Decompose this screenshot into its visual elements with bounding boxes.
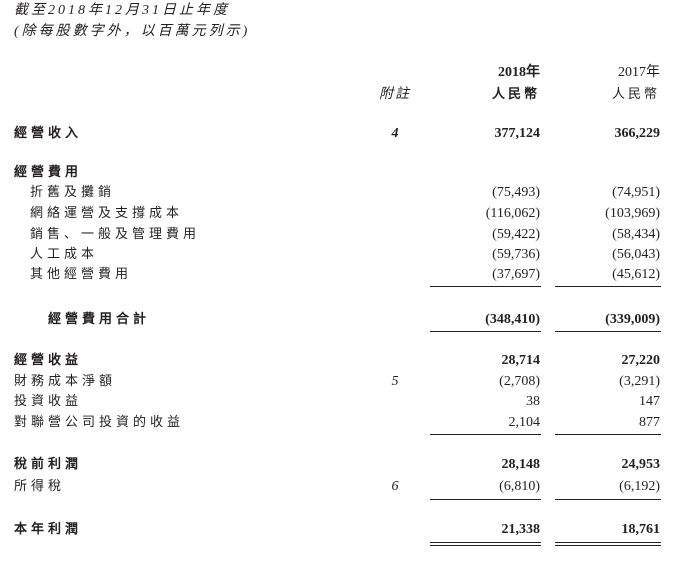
row-label: 銷售、一般及管理費用 [30,227,201,242]
row-label: 經營收入 [14,126,83,141]
value-2017: 877 [639,415,660,430]
value-2017: (74,951) [612,185,660,200]
row-label: 對聯營公司投資的收益 [14,415,185,430]
row-note: 4 [391,126,399,141]
row-label: 折舊及攤銷 [30,185,116,200]
row-label: 經營收益 [14,353,83,368]
row-note: 6 [391,479,399,494]
col-2018-currency: 人民幣 [491,87,540,102]
note-header: 附註 [379,87,411,102]
value-2017: (45,612) [612,267,660,282]
units-note: (除每股數字外，以百萬元列示) [14,24,251,39]
col-2018-year: 2018年 [498,65,540,80]
subtotal-rule [555,286,661,287]
double-rule [555,542,661,543]
value-2018: (59,422) [492,227,540,242]
row-label: 稅前利潤 [14,457,83,472]
row-label: 經營費用合計 [48,312,151,327]
subtotal-rule [430,434,541,435]
value-2017: 24,953 [621,457,661,472]
row-label: 人工成本 [30,247,99,262]
value-2018: 38 [526,394,540,409]
row-label: 經營費用 [14,165,83,180]
value-2018: (75,493) [492,185,540,200]
double-rule [430,542,541,543]
value-2018: (37,697) [492,267,540,282]
total-rule [555,331,661,332]
value-2017: (339,009) [605,312,660,327]
value-2017: 27,220 [621,353,661,368]
value-2017: (103,969) [605,206,660,221]
value-2018: (59,736) [492,247,540,262]
row-label: 投資收益 [14,394,83,409]
double-rule [555,545,661,546]
subtotal-rule [555,434,661,435]
total-rule [430,331,541,332]
value-2017: (3,291) [619,374,660,389]
value-2018: (348,410) [485,312,540,327]
value-2017: 18,761 [621,522,661,537]
value-2017: (6,192) [619,479,660,494]
double-rule [430,545,541,546]
subtotal-rule [430,499,541,500]
value-2018: (116,062) [485,206,540,221]
col-2017-currency: 人民幣 [611,87,660,102]
value-2017: 366,229 [614,126,661,141]
value-2018: 377,124 [494,126,541,141]
row-label: 財務成本淨額 [14,374,117,389]
value-2018: (6,810) [499,479,540,494]
value-2017: (56,043) [612,247,660,262]
value-2018: 2,104 [508,415,541,430]
subtotal-rule [430,286,541,287]
subtotal-rule [555,499,661,500]
col-2017-year: 2017年 [618,65,660,80]
period-title: 截至2018年12月31日止年度 [14,3,230,18]
value-2017: 147 [639,394,660,409]
value-2018: 28,148 [501,457,541,472]
row-note: 5 [391,374,399,389]
value-2017: (58,434) [612,227,660,242]
value-2018: 28,714 [501,353,541,368]
value-2018: 21,338 [501,522,541,537]
row-label: 本年利潤 [14,522,83,537]
value-2018: (2,708) [499,374,540,389]
row-label: 其他經營費用 [30,267,133,282]
row-label: 網絡運營及支撐成本 [30,206,184,221]
row-label: 所得稅 [14,479,66,494]
